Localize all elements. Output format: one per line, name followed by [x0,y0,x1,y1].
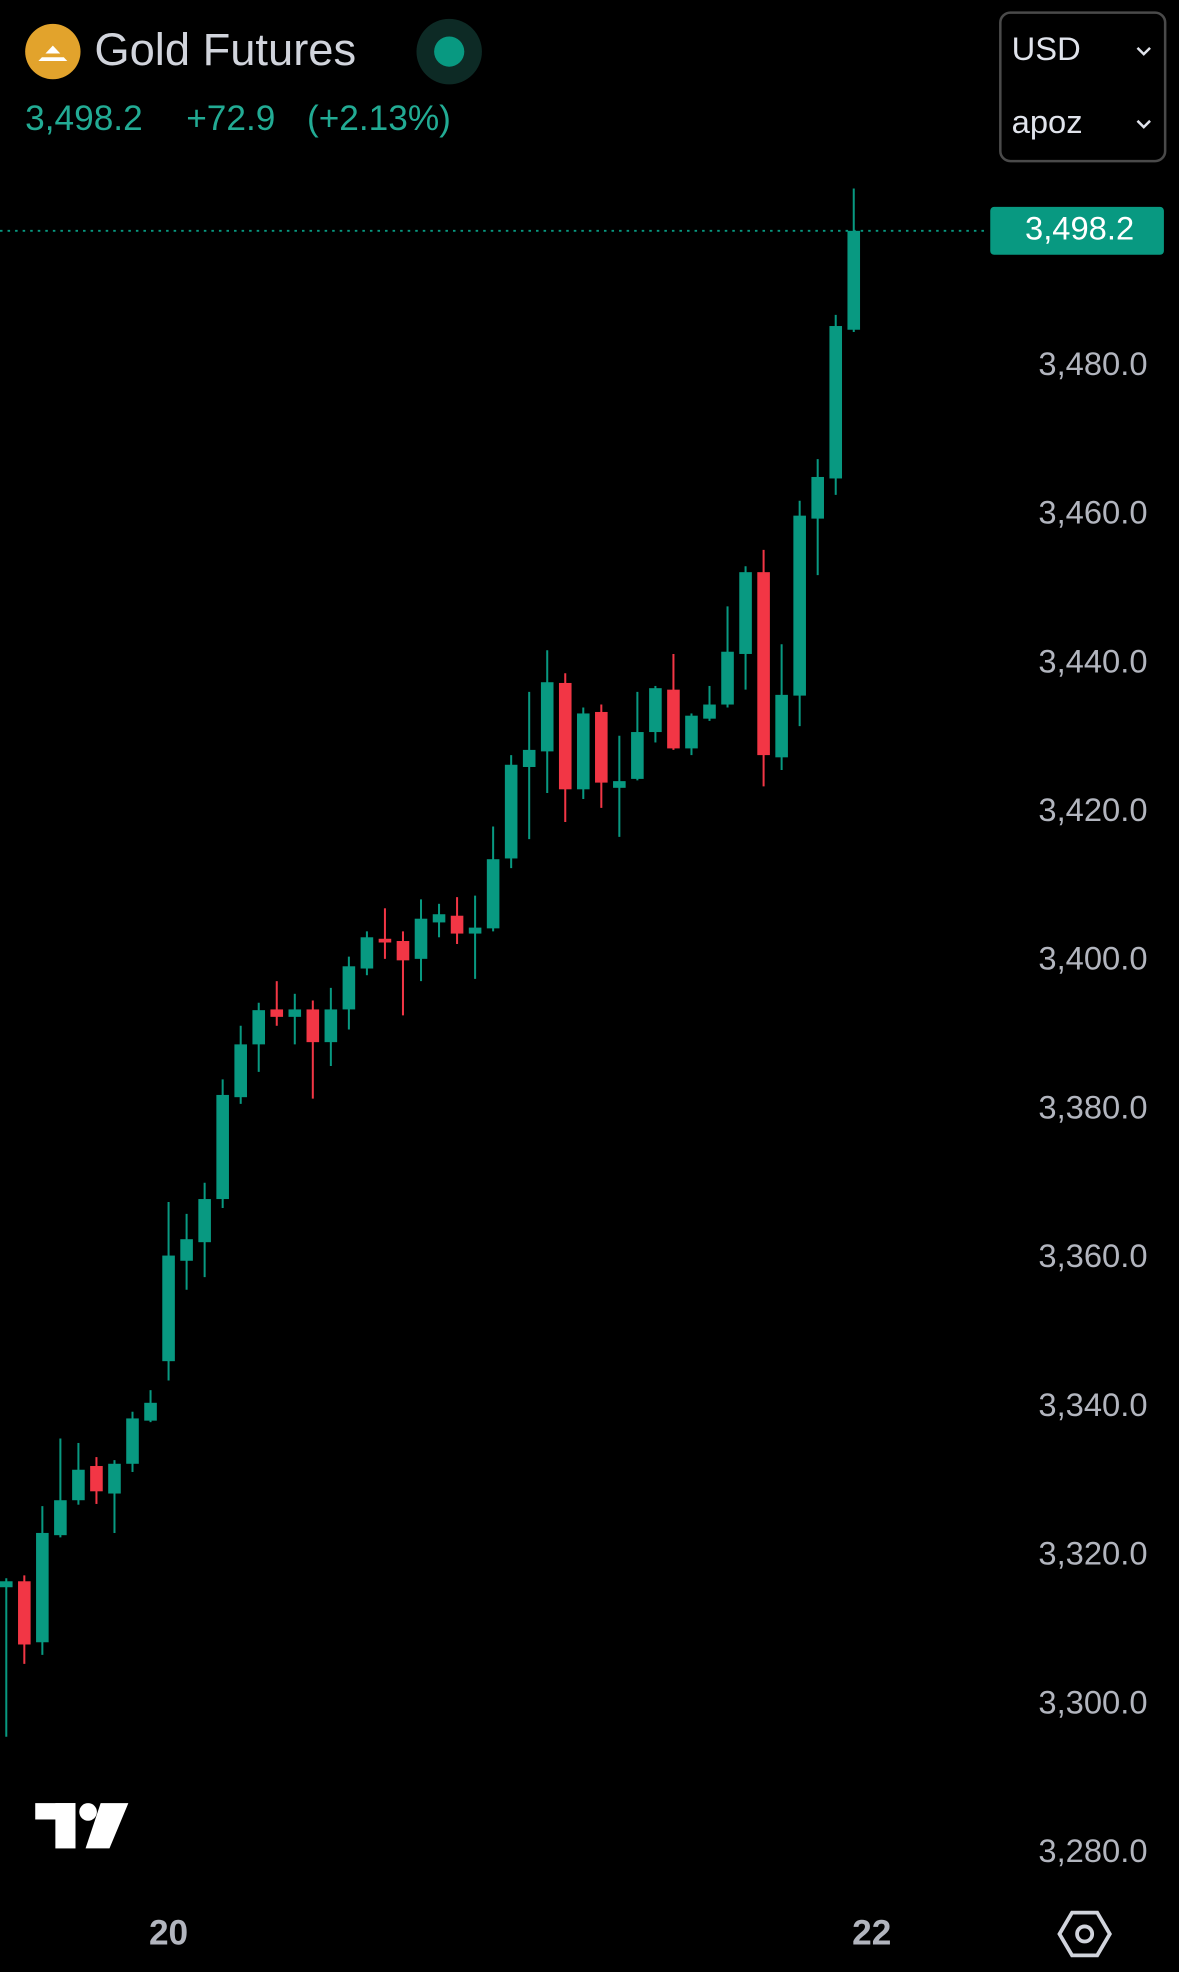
candle-body [721,651,734,705]
y-tick-label: 3,280.0 [1038,1832,1147,1869]
candle-body [667,689,680,749]
candle-body [306,1009,320,1043]
currency-select[interactable]: USD [1012,30,1081,67]
candle-body [342,966,356,1010]
candle-body [0,1581,13,1588]
candle-body [757,572,770,756]
symbol-name: Gold Futures [94,24,356,75]
candle-body [486,859,500,929]
candle-body [72,1469,85,1501]
candle-body [162,1255,175,1362]
candle-body [504,764,518,859]
y-tick-label: 3,360.0 [1038,1237,1147,1274]
candle-body [811,476,824,519]
y-tick-label: 3,400.0 [1038,940,1147,977]
candle-body [540,682,554,752]
candle-body [468,927,482,934]
x-tick-label: 22 [852,1914,891,1953]
settings-panel [999,11,1167,163]
y-tick-label: 3,320.0 [1038,1535,1147,1572]
candle-body [703,704,716,719]
y-tick-label: 3,380.0 [1038,1088,1147,1125]
y-tick-label: 3,340.0 [1038,1386,1147,1423]
price: 3,498.2 [25,99,143,138]
y-tick-label: 3,420.0 [1038,791,1147,828]
tradingview-logo [35,1803,129,1849]
candle-body [450,915,464,934]
candle-body [270,1009,284,1017]
candle-body [432,914,446,923]
market-status-dot [434,36,465,67]
candle-body [90,1466,103,1492]
candle-body [198,1199,211,1243]
candle-body [144,1402,157,1421]
y-tick-label: 3,300.0 [1038,1683,1147,1720]
candle-body [324,1009,338,1043]
candle-body [775,694,788,758]
candle-body [522,749,536,767]
candle-body [234,1044,247,1098]
candle-body [378,938,392,943]
candle-body [595,711,608,783]
logo-glyph [29,40,77,65]
candle-body [108,1463,121,1494]
candle-body [576,713,590,790]
candle-body [126,1418,139,1464]
change-pct: (+2.13%) [307,99,451,138]
candle-body [180,1239,193,1261]
chevron [1136,46,1151,56]
chevron [1136,119,1151,129]
candle-body [396,941,410,961]
plot-area [0,188,861,1737]
candle-body [54,1500,67,1536]
candle-body [847,230,861,330]
settings-icon [1075,1924,1095,1944]
candle-body [252,1010,266,1045]
y-tick-label: 3,480.0 [1038,345,1147,382]
unit-select[interactable]: apoz [1012,103,1083,140]
candle-body [613,781,626,788]
candle-body [288,1009,302,1017]
settings-button[interactable] [1057,1910,1112,1958]
y-tick-label: 3,440.0 [1038,642,1147,679]
x-tick-label: 20 [149,1914,188,1953]
candle-body [739,572,752,654]
y-tick-label: 3,460.0 [1038,494,1147,531]
candle-body [558,682,572,790]
candle-body [685,715,698,749]
candle-body [649,688,662,733]
candle-body [631,732,644,779]
candle-body [793,515,806,696]
candle-body [36,1532,49,1643]
candle-body [18,1581,31,1645]
candle-body [829,326,843,479]
candle-body [360,937,374,969]
candle-body [216,1094,229,1200]
last-price-label: 3,498.2 [1025,209,1134,246]
candle-body [414,918,428,959]
last-price-tag [990,206,1164,255]
change: +72.9 [186,99,275,138]
